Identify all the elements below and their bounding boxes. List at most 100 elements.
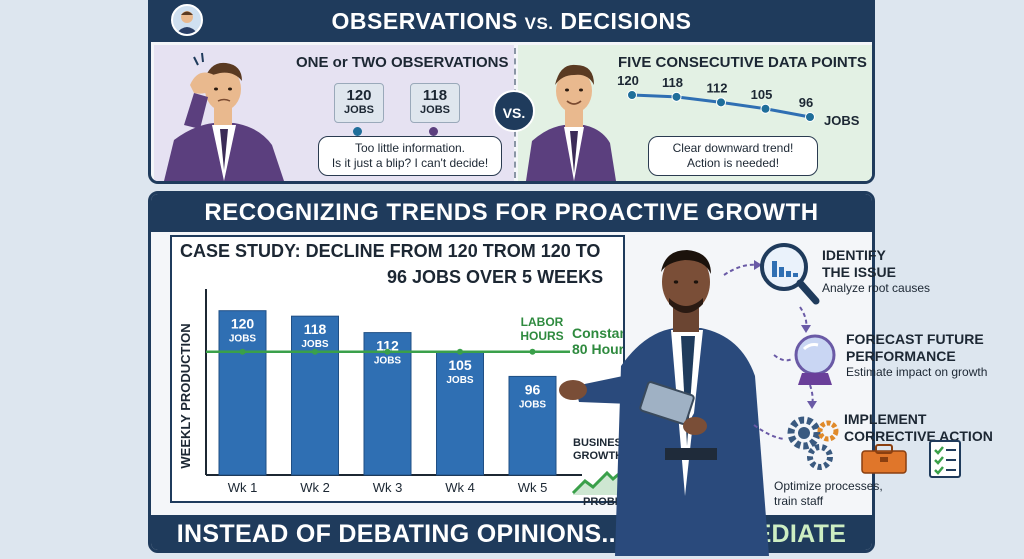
bubble-line: Too little information. [354, 141, 466, 155]
observation-card: 120 JOBS [334, 83, 384, 123]
speech-bubble-undecided: Too little information. Is it just a bli… [318, 136, 502, 176]
title-observations: OBSERVATIONS [331, 8, 518, 34]
bar [291, 315, 339, 476]
observation-unit: JOBS [420, 104, 450, 116]
bar-value-label: 105 [448, 357, 472, 373]
badge-line-growth: GROWTH [573, 450, 624, 462]
trend-point-label: 112 [707, 80, 728, 95]
step-title: IDENTIFY [822, 247, 886, 263]
bar [218, 310, 267, 476]
step-implement: IMPLEMENT CORRECTIVE ACTION [844, 411, 993, 445]
labor-hours-label: LABOR [521, 315, 564, 329]
observation-dot [429, 127, 438, 136]
bar-unit-label: JOBS [374, 356, 402, 367]
few-observations-heading: ONE or TWO OBSERVATIONS [296, 54, 509, 71]
step-identify: IDENTIFY THE ISSUE Analyze root causes [822, 247, 930, 296]
labor-hours-note: 80 Hours [572, 341, 623, 357]
step-title: THE ISSUE [822, 264, 896, 280]
observation-card: 118 JOBS [410, 83, 460, 123]
trends-panel: RECOGNIZING TRENDS FOR PROACTIVE GROWTH … [148, 191, 875, 553]
bar-value-label: 96 [525, 381, 541, 397]
mini-trend-line: 120 118 112 105 96 [617, 73, 815, 122]
title-vs: VS. [524, 14, 554, 33]
action-steps: IDENTIFY THE ISSUE Analyze root causes F… [624, 225, 1024, 559]
labor-hours-marker [457, 348, 463, 355]
vs-badge: VS. [493, 90, 535, 132]
labor-hours-marker [239, 348, 246, 355]
labor-hours-marker [384, 348, 391, 355]
observation-value: 118 [422, 87, 448, 104]
trend-point [716, 97, 726, 108]
confident-man-illustration [526, 64, 616, 181]
badge-line-business: BUSINESS [573, 437, 630, 449]
speech-bubble-action: Clear downward trend! Action is needed! [648, 136, 818, 176]
toolbox-icon [861, 444, 907, 474]
bar-value-label: 118 [304, 321, 327, 337]
labor-hours-marker [312, 348, 318, 355]
case-study-title-line2: 96 JOBS OVER 5 WEEKS [387, 267, 604, 287]
trend-point-label: 96 [799, 95, 813, 110]
x-tick-label: Wk 2 [300, 480, 330, 495]
trend-point [671, 91, 682, 102]
gears-icon [787, 416, 839, 470]
observations-panel: OBSERVATIONS VS. DECISIONS ONE or TWO OB… [148, 0, 875, 184]
bar [508, 375, 557, 476]
top-title: OBSERVATIONS VS. DECISIONS [151, 8, 872, 35]
footer-part1: INSTEAD OF DEBATING OPINIONS... [176, 520, 624, 548]
bar-unit-label: JOBS [446, 375, 474, 386]
step-description: train staff [774, 494, 824, 508]
observation-value: 120 [346, 87, 372, 104]
trend-point-label: 120 [617, 73, 639, 88]
step-forecast: FORECAST FUTURE PERFORMANCE Estimate imp… [846, 331, 987, 380]
few-observations-section: ONE or TWO OBSERVATIONS 120 JOBS 118 JOB… [154, 45, 514, 181]
bar-chart: WEEKLY PRODUCTION 120 JOBS Wk 1 118 JOBS Wk 2 1… [178, 289, 623, 495]
avatar [171, 4, 203, 36]
labor-hours-label: HOURS [520, 329, 563, 343]
x-tick-label: Wk 4 [445, 480, 475, 495]
bar-value-label: 112 [376, 338, 399, 354]
trend-unit-label: JOBS [824, 113, 860, 128]
consecutive-points-heading: FIVE CONSECUTIVE DATA POINTS [618, 54, 867, 71]
case-study-chart: WEEKLY PRODUCTION 120 JOBS Wk 1 118 JOBS Wk 2 1… [170, 235, 625, 503]
bar-unit-label: JOBS [229, 334, 257, 345]
labor-hours-note: Constant [572, 325, 623, 341]
step-description: Analyze root causes [822, 281, 931, 295]
bar-unit-label: JOBS [519, 399, 547, 410]
step-title: IMPLEMENT [844, 411, 927, 427]
x-tick-label: Wk 1 [228, 480, 258, 495]
observation-dot [353, 127, 362, 136]
top-banner [151, 0, 872, 42]
bottom-title: RECOGNIZING TRENDS FOR PROACTIVE GROWTH [204, 199, 819, 226]
x-tick-label: Wk 3 [373, 480, 403, 495]
title-decisions: DECISIONS [560, 8, 692, 34]
y-axis-label: WEEKLY PRODUCTION [178, 323, 193, 468]
crystal-ball-icon [794, 334, 836, 385]
bubble-line: Clear downward trend! [672, 141, 794, 155]
step-title: FORECAST FUTURE [846, 331, 984, 347]
bubble-line: Is it just a blip? I can't decide! [331, 156, 489, 170]
labor-hours-marker [529, 348, 536, 355]
trend-point [760, 103, 771, 114]
bar-value-label: 120 [231, 316, 255, 332]
step-description: Estimate impact on growth [846, 365, 988, 379]
step-title: PERFORMANCE [846, 348, 956, 364]
bubble-line: Action is needed! [686, 156, 780, 170]
bar [363, 332, 412, 476]
trend-point-label: 105 [751, 87, 773, 102]
bottom-banner [151, 194, 872, 232]
case-study-title-line1: CASE STUDY: DECLINE FROM 120 TROM 120 TO [180, 241, 601, 261]
bar-unit-label: JOBS [301, 339, 329, 350]
trend-point [805, 112, 815, 122]
step-description: Optimize processes, [774, 479, 883, 493]
confused-man-illustration [164, 52, 284, 181]
presenter-illustration [559, 250, 769, 556]
step-arrows [723, 260, 817, 440]
step-implement-description: Optimize processes, train staff [774, 479, 883, 509]
consecutive-points-section: FIVE CONSECUTIVE DATA POINTS 120 118 112 10… [518, 45, 872, 181]
checklist-icon [929, 440, 961, 478]
magnifier-chart-icon [760, 243, 820, 305]
trend-point [627, 90, 637, 100]
x-tick-label: Wk 5 [518, 480, 548, 495]
observation-unit: JOBS [344, 104, 374, 116]
trend-point-label: 118 [662, 75, 683, 90]
